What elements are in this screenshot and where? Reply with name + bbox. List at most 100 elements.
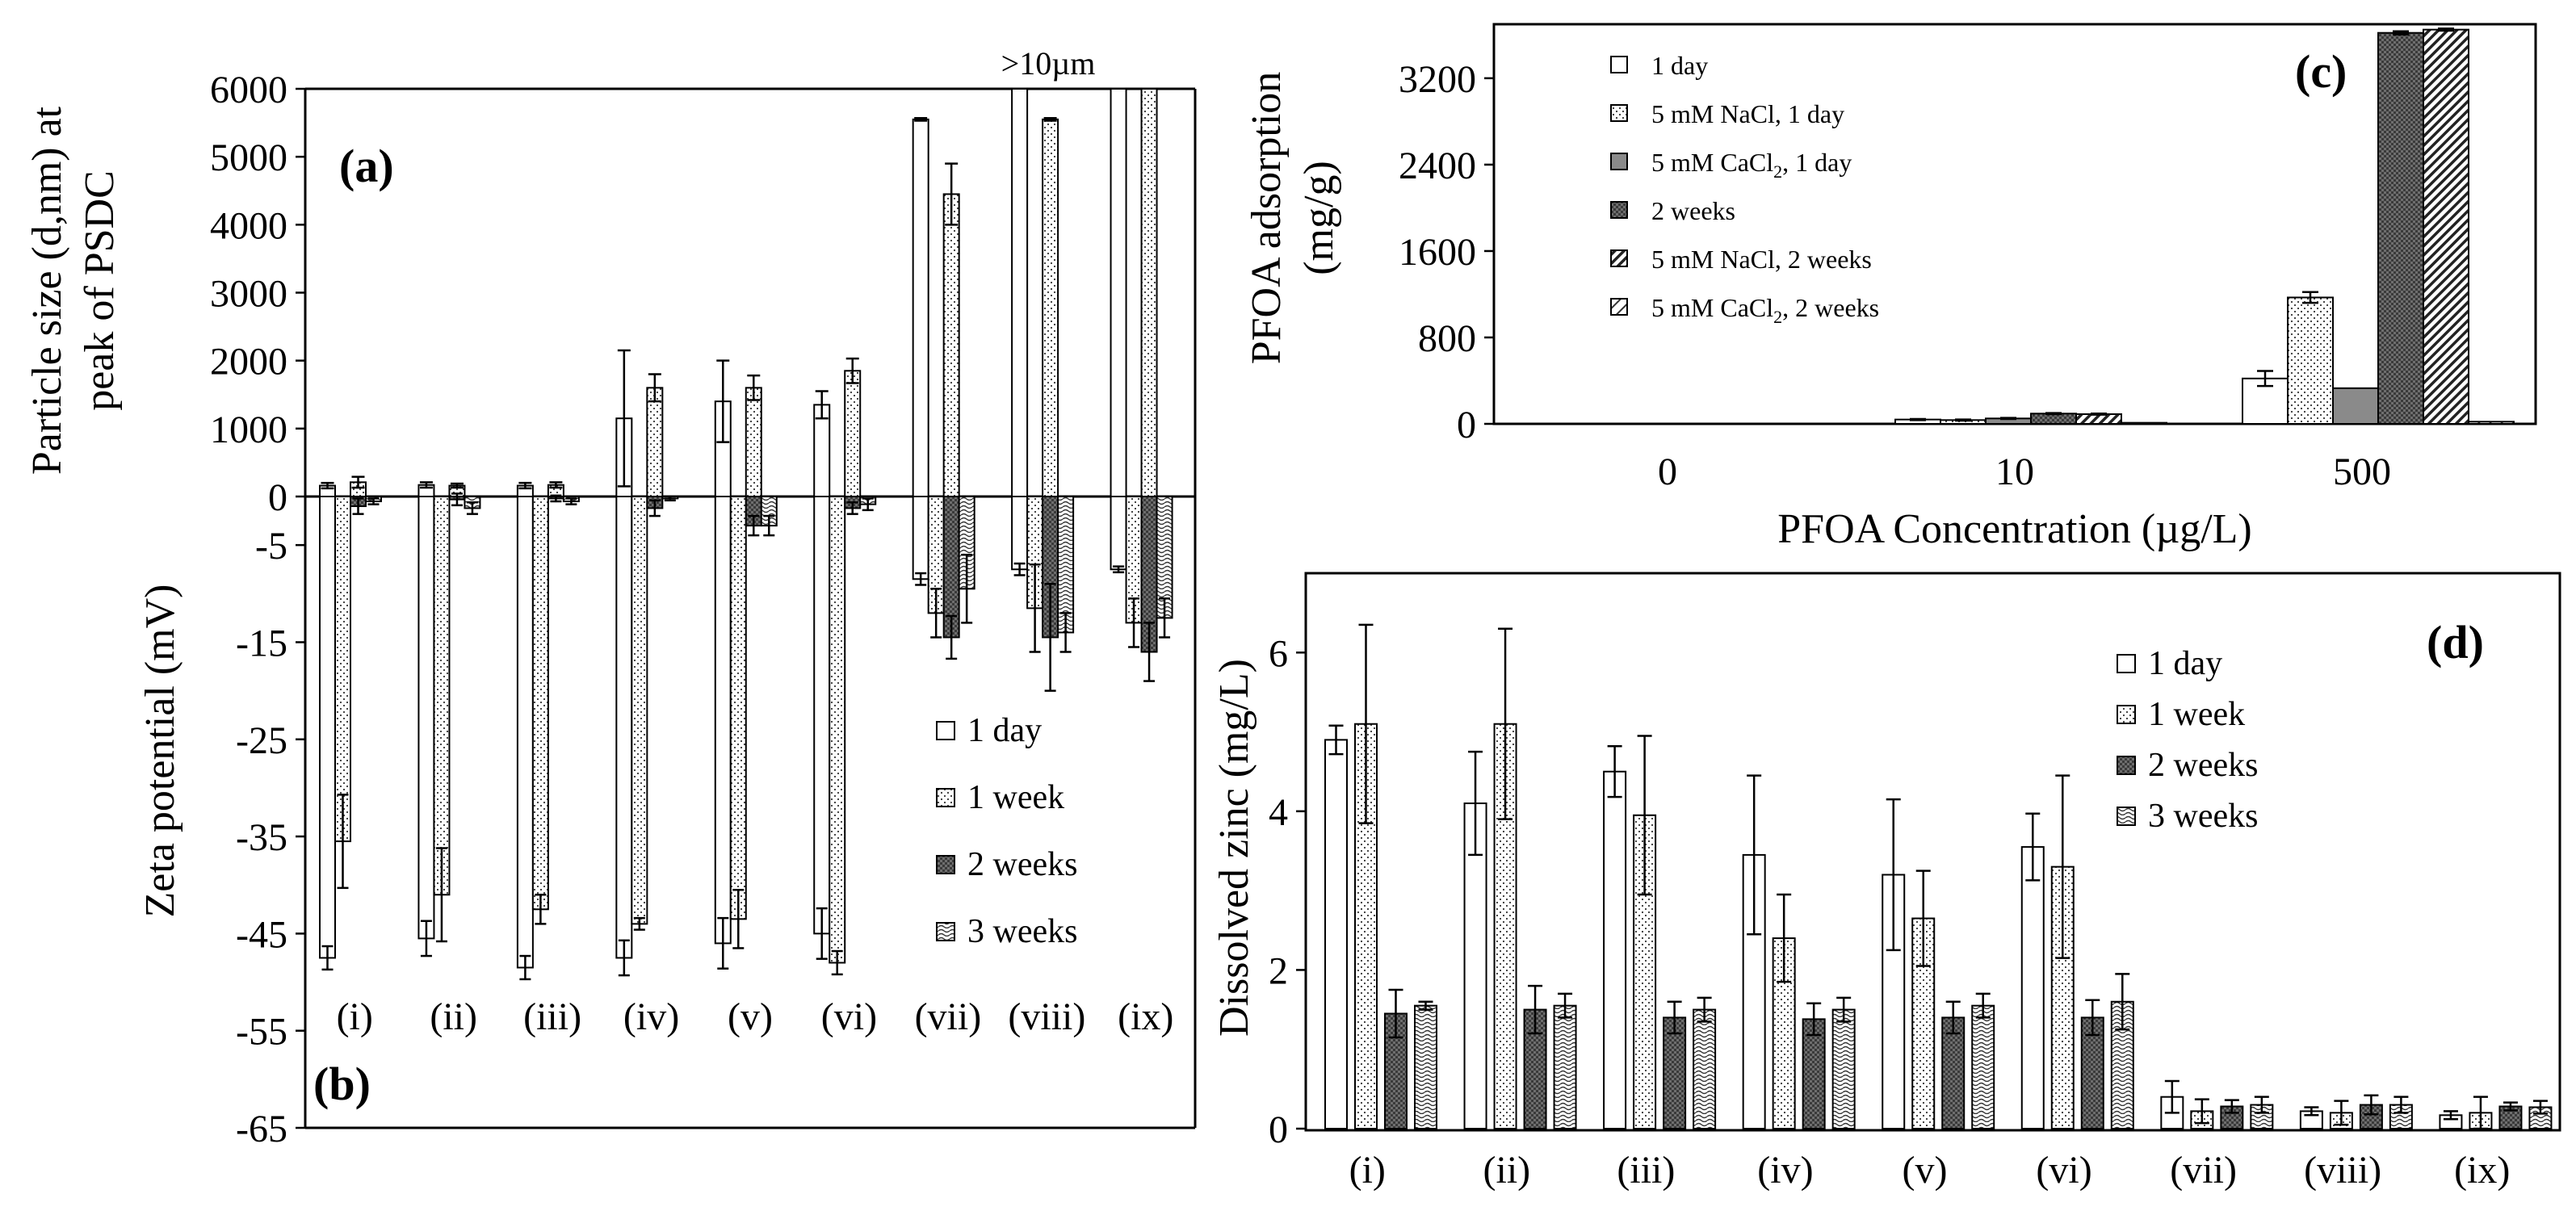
- category-label-c: 10: [1995, 450, 2034, 493]
- legend-b: 1 day 1 week 2 weeks 3 weeks: [936, 712, 1077, 950]
- a-tick-label: 6000: [210, 69, 287, 111]
- category-label-ab: (iii): [523, 995, 581, 1038]
- legend-c-label: 5 mM CaCl2, 1 day: [1651, 148, 1852, 182]
- category-label-d: (ii): [1483, 1149, 1531, 1192]
- category-label-c: 0: [1658, 450, 1677, 493]
- bar-b-1-day-0: [319, 496, 336, 959]
- legend-c-swatch: [1610, 153, 1628, 170]
- bar-b-1-week-1: [433, 496, 451, 896]
- ylabel-a-line2: peak of PSDC: [77, 170, 123, 411]
- panel-c-label: (c): [2295, 45, 2347, 98]
- bar-b-1-week-0: [334, 496, 351, 843]
- c-tick-label: 2400: [1399, 145, 1476, 187]
- panel-d-label: (d): [2427, 616, 2484, 668]
- bar-a-1-week-4: [745, 387, 762, 498]
- a-tick-label: 5000: [210, 136, 287, 179]
- ylabel-a-line1: Particle size (d,nm) at: [24, 106, 70, 475]
- bar-b-1-day-3: [615, 496, 633, 959]
- category-label-ab: (v): [728, 995, 773, 1038]
- d-tick-label: 0: [1269, 1108, 1288, 1151]
- legend-c: 1 day 5 mM NaCl, 1 day 5 mM CaCl2, 1 day 2 …: [1610, 51, 1879, 327]
- bar-b-1-day-7: [1011, 496, 1029, 571]
- legend-c-swatch: [1610, 104, 1628, 122]
- b-tick-label: -45: [236, 913, 287, 956]
- bar-d-1-day-0: [1324, 739, 1348, 1130]
- legend-c-swatch: [1610, 201, 1628, 219]
- a-tick-label: 0: [268, 476, 287, 519]
- legend-c-label: 1 day: [1651, 51, 1708, 80]
- category-label-d: (i): [1349, 1149, 1386, 1192]
- legend-b-label: 1 day: [967, 712, 1042, 749]
- category-label-ab: (ii): [430, 995, 477, 1038]
- bar-a-1-week-3: [646, 387, 664, 498]
- legend-d-swatch: [2117, 807, 2136, 826]
- d-frame: [1304, 572, 2561, 1132]
- category-label-ab: (i): [337, 995, 373, 1038]
- b-tick-label: -15: [236, 622, 287, 664]
- legend-b-label: 3 weeks: [967, 913, 1077, 950]
- c-tick-label: 1600: [1399, 231, 1476, 274]
- legend-d-label: 3 weeks: [2148, 798, 2258, 835]
- bar-b-1-day-2: [516, 496, 534, 969]
- a-tick-label: 4000: [210, 204, 287, 247]
- panel-c: 3200 2400 1600 800 0 0 10 500 1 day 5 mM NaCl, …: [1244, 23, 2537, 552]
- bar-a-1-day-8: [1110, 88, 1127, 497]
- c-tick-label: 800: [1418, 317, 1476, 360]
- category-label-d: (vii): [2170, 1149, 2237, 1192]
- legend-b-label: 2 weeks: [967, 846, 1077, 883]
- bar-b-1-day-1: [417, 496, 435, 940]
- legend-d-label: 2 weeks: [2148, 747, 2258, 784]
- bar-b-1-week-5: [829, 496, 846, 964]
- bar-a-1-week-5: [844, 370, 862, 497]
- bar-d-3-weeks-3: [1831, 1008, 1856, 1129]
- b-tick-label: -55: [236, 1011, 287, 1054]
- legend-c-label: 5 mM NaCl, 2 weeks: [1651, 245, 1872, 274]
- legend-c-swatch: [1610, 56, 1628, 73]
- ylabel-d: Dissolved zinc (mg/L): [1211, 659, 1257, 1037]
- legend-c-label: 5 mM NaCl, 1 day: [1651, 99, 1844, 128]
- bar-d-1-day-2: [1603, 770, 1627, 1129]
- bar-b-1-week-3: [631, 496, 648, 925]
- category-label-d: (viii): [2304, 1149, 2381, 1192]
- bar-b-1-day-5: [813, 496, 831, 935]
- legend-b-swatch: [936, 788, 955, 807]
- category-label-ab: (vi): [821, 995, 877, 1038]
- legend-d-label: 1 day: [2148, 645, 2222, 682]
- bar-a-1-week-6: [942, 193, 960, 497]
- bar-a-1-day-7: [1011, 88, 1029, 497]
- ylabel-c-unit: (mg/g): [1296, 161, 1342, 275]
- bar-a-1-day-6: [912, 118, 929, 497]
- bar-b-1-day-4: [714, 496, 732, 945]
- b-tick-label: -35: [236, 816, 287, 859]
- panel-ab: 6000 5000 4000 3000 2000 1000 0 -5 -15 -25 -35 -45…: [24, 45, 1197, 1150]
- b-tick-label: -25: [236, 719, 287, 762]
- category-label-ab: (ix): [1118, 995, 1173, 1038]
- category-label-d: (vi): [2036, 1149, 2091, 1192]
- legend-c-swatch: [1610, 298, 1628, 316]
- bar-a-1-week-8: [1140, 88, 1158, 497]
- b-tick-label: -65: [236, 1108, 287, 1150]
- bar-d-2-weeks-5: [2080, 1016, 2104, 1130]
- legend-d-swatch: [2117, 756, 2136, 775]
- legend-d-swatch: [2117, 654, 2136, 673]
- category-label-c: 500: [2333, 450, 2391, 493]
- bar-c-1-2: [2287, 296, 2334, 425]
- category-label-ab: (viii): [1008, 995, 1085, 1038]
- category-label-ab: (iv): [623, 995, 679, 1038]
- a-tick-label: 1000: [210, 409, 287, 451]
- bar-b-1-week-4: [729, 496, 747, 920]
- category-label-d: (iv): [1757, 1149, 1813, 1192]
- legend-b-swatch: [936, 721, 955, 740]
- bar-b-1-day-6: [912, 496, 929, 580]
- legend-b-label: 1 week: [967, 779, 1064, 816]
- bar-d-3-weeks-0: [1414, 1004, 1437, 1129]
- legend-d-swatch: [2117, 705, 2136, 724]
- bar-d-3-weeks-1: [1553, 1004, 1577, 1129]
- b-tick-label: -5: [255, 525, 287, 568]
- category-label-d: (iii): [1617, 1149, 1675, 1192]
- c-tick-label: 3200: [1399, 58, 1476, 101]
- bar-d-3-weeks-2: [1693, 1008, 1717, 1129]
- category-label-ab: (vii): [915, 995, 982, 1038]
- bar-c-4-2: [2423, 28, 2469, 425]
